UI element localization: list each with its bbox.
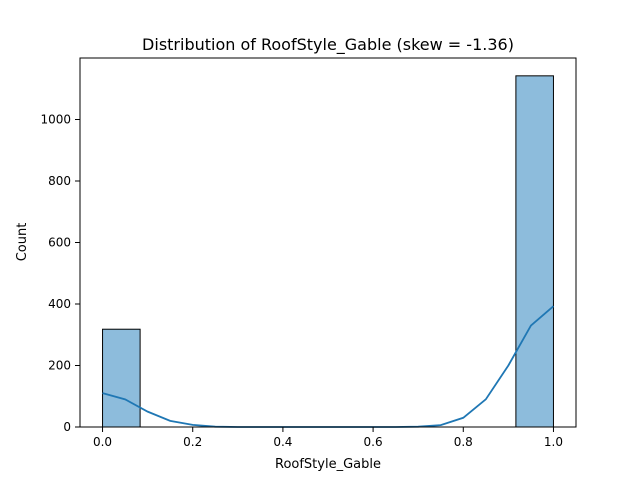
histogram-bar-0 bbox=[102, 328, 141, 428]
chart-title: Distribution of RoofStyle_Gable (skew = … bbox=[142, 35, 514, 55]
y-tick-label: 400 bbox=[48, 297, 71, 311]
x-tick-label: 0.4 bbox=[273, 435, 292, 449]
y-tick-label: 600 bbox=[48, 236, 71, 250]
x-tick-label: 0.2 bbox=[183, 435, 202, 449]
x-tick-label: 0.8 bbox=[454, 435, 473, 449]
histogram-bars bbox=[102, 75, 554, 428]
kde-line bbox=[102, 305, 555, 428]
histogram-bar-11 bbox=[515, 75, 554, 428]
y-tick-label: 800 bbox=[48, 174, 71, 188]
y-axis-ticks: 0 200 400 600 800 1000 bbox=[40, 113, 80, 434]
x-tick-label: 0.0 bbox=[93, 435, 112, 449]
x-tick-label: 1.0 bbox=[544, 435, 563, 449]
y-tick-label: 1000 bbox=[40, 113, 71, 127]
x-axis-label: RoofStyle_Gable bbox=[275, 457, 381, 472]
y-axis-label: Count bbox=[15, 223, 30, 262]
y-tick-label: 200 bbox=[48, 359, 71, 373]
y-tick-label: 0 bbox=[63, 420, 71, 434]
x-tick-label: 0.6 bbox=[364, 435, 383, 449]
plot-frame bbox=[79, 57, 577, 428]
x-axis-ticks: 0.0 0.2 0.4 0.6 0.8 1.0 bbox=[93, 427, 563, 449]
